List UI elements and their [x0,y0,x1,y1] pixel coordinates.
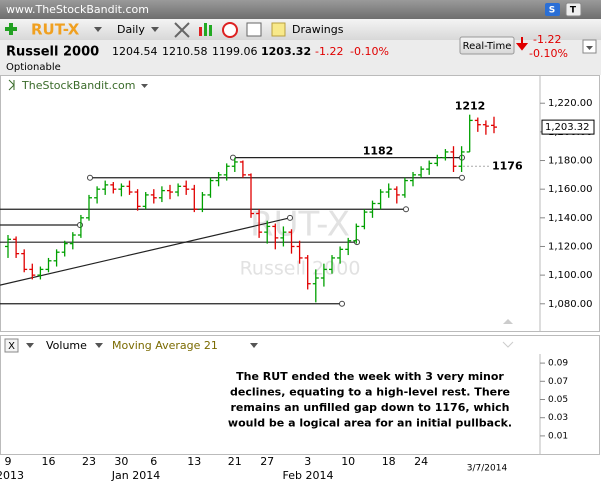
level-handle [403,206,409,213]
x-tick-label: 3 [304,455,311,468]
quote-open: 1204.54 [112,45,158,58]
alarm-icon[interactable] [222,22,238,38]
symbol[interactable]: RUT-X [31,21,80,39]
rt-change-pct: -0.10% [529,47,568,60]
month-label: 2013 [0,469,24,482]
period[interactable]: Daily [117,23,145,36]
x-tick-label: 24 [414,455,428,468]
level-handle [77,221,83,228]
realtime-label: Real-Time [463,41,512,52]
t-button[interactable] [565,2,582,17]
dropdown-arrow[interactable] [94,27,102,32]
watermark-symbol: RUT-X [250,205,350,245]
y-tick-label: 0.09 [548,359,568,369]
t-icon: T [570,6,577,16]
panel-arrow[interactable] [250,343,258,348]
month-label: Feb 2014 [283,469,334,482]
site-name: www.TheStockBandit.com [6,3,149,16]
annotation: 1212 [455,100,486,113]
x-tick-label: 30 [114,455,128,468]
close-icon: X [8,341,15,352]
y-tick-label: 1,120.00 [548,241,593,252]
x-tick-label: 23 [82,455,96,468]
close-button[interactable] [4,338,19,353]
quote-change: -1.22 [315,45,343,58]
y-tick-label: 0.01 [548,431,568,441]
note-line: The RUT ended the week with 3 very minor [236,370,504,383]
site-bar [0,0,601,19]
note-icon[interactable] [271,22,286,37]
grid-icon[interactable] [246,22,262,37]
panel-collapse[interactable] [502,341,514,348]
level-handle [339,300,345,307]
dropdown-arrow[interactable] [151,27,159,32]
x-tick-label: 13 [187,455,201,468]
x-tick-label: 10 [341,455,355,468]
trend-handle [287,214,293,221]
level-handle [87,174,93,181]
quote-last: 1203.32 [261,45,311,58]
s-button[interactable] [545,3,560,16]
y-tick-label: 1,180.00 [548,156,593,167]
optionable: Optionable [6,62,61,73]
add-icon[interactable] [5,23,17,35]
s-icon: S [549,6,555,16]
y-tick-label: 1,160.00 [548,184,593,195]
x-tick-label: 18 [382,455,396,468]
panel-arrow[interactable] [95,343,103,348]
y-tick-label: 0.05 [548,395,568,405]
last-price-label: 1,203.32 [545,122,590,133]
level-handle [459,174,465,181]
volume-title: Volume [46,339,87,352]
x-tick-label: 6 [150,455,157,468]
index-name: Russell 2000 [6,45,99,60]
annotation: 1176 [492,159,523,172]
quote-change-pct: -0.10% [350,45,389,58]
x-tick-label: 21 [228,455,242,468]
x-tick-label: 27 [260,455,274,468]
y-tick-label: 1,140.00 [548,213,593,224]
drawings[interactable]: Drawings [292,23,344,36]
x-tick-label: 9 [5,455,12,468]
tools-icon[interactable] [174,22,190,38]
resize-handle[interactable] [503,319,513,324]
overlay-name: Moving Average 21 [112,339,218,352]
annotation: 1182 [363,145,394,158]
note-line: would be a logical area for an initial p… [228,417,512,430]
y-tick-label: 1,100.00 [548,270,593,281]
note-line: declines, equating to a high-level rest.… [230,386,510,399]
y-tick-label: 0.03 [548,413,568,423]
volume-panel [0,335,600,455]
toolbar [0,19,601,40]
y-tick-label: 0.07 [548,377,568,387]
quote-low: 1199.06 [212,45,258,58]
x-tick-label: 16 [42,455,56,468]
note-line: remains an unfilled gap down to 1176, wh… [231,401,510,414]
watermark-name: Russell 2000 [240,258,361,280]
trend-line [0,217,291,286]
last-price-box [541,119,595,135]
realtime-button[interactable] [459,36,515,55]
price-panel [0,75,600,332]
panel-arrow[interactable] [26,343,34,348]
month-label: Jan 2014 [111,469,160,482]
settings-arrow [586,46,593,50]
indicator-icon[interactable] [199,23,212,36]
rt-change: -1.22 [533,33,561,46]
y-tick-label: 1,220.00 [548,98,593,109]
down-arrow [515,37,529,51]
chart-owner[interactable]: TheStockBandit.com [21,79,136,92]
date-label: 3/7/2014 [467,464,508,474]
quote-high: 1210.58 [162,45,208,58]
owner-icon [8,79,15,91]
y-tick-label: 1,080.00 [548,299,593,310]
owner-arrow[interactable] [141,84,148,88]
